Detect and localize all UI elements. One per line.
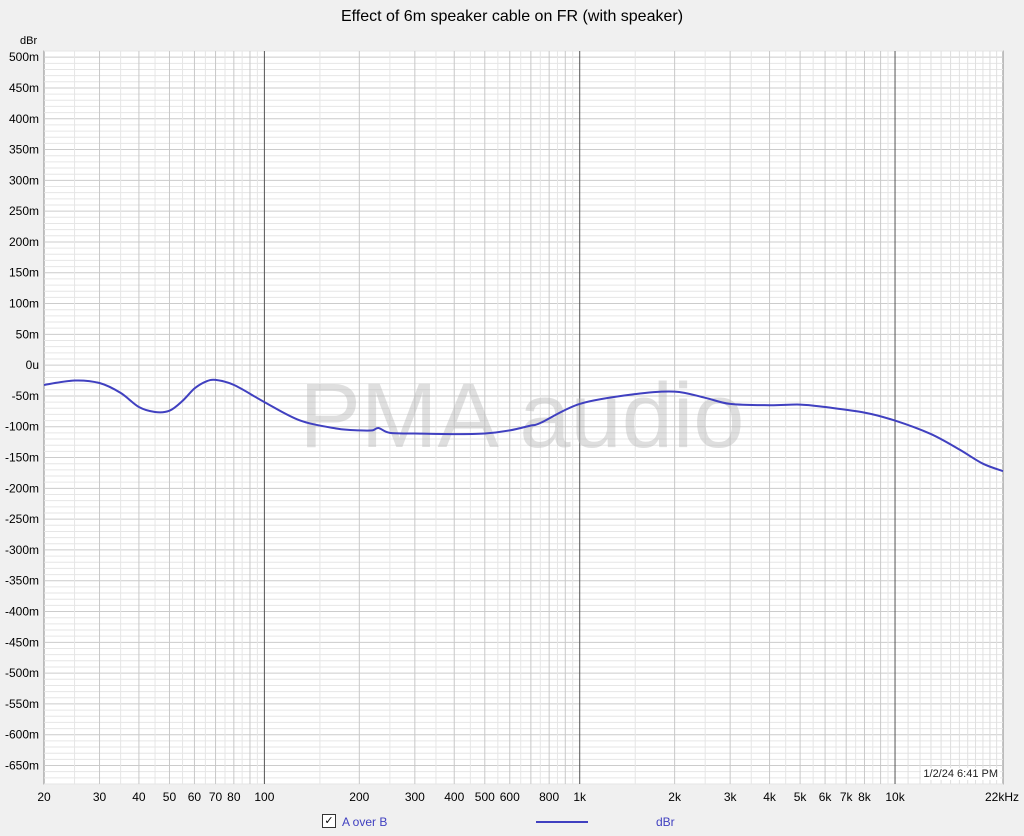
y-tick-label: -600m bbox=[5, 728, 39, 742]
x-tick-label: 10k bbox=[885, 790, 905, 804]
y-tick-label: 150m bbox=[9, 266, 39, 280]
x-tick-label: 60 bbox=[188, 790, 202, 804]
series-line-a-over-b bbox=[43, 378, 1004, 473]
x-tick-label: 30 bbox=[93, 790, 107, 804]
y-tick-label: -650m bbox=[5, 759, 39, 773]
legend-checkbox[interactable]: ✓ bbox=[322, 814, 336, 828]
y-tick-label: 0u bbox=[26, 358, 39, 372]
y-tick-label: 250m bbox=[9, 204, 39, 218]
x-tick-label: 3k bbox=[724, 790, 738, 804]
timestamp-label: 1/2/24 6:41 PM bbox=[921, 768, 1000, 780]
x-tick-label: 100 bbox=[254, 790, 274, 804]
x-tick-label: 2k bbox=[668, 790, 682, 804]
y-tick-label: -500m bbox=[5, 666, 39, 680]
y-tick-label: 200m bbox=[9, 235, 39, 249]
x-tick-label: 80 bbox=[227, 790, 241, 804]
watermark-text: PMA audio bbox=[300, 365, 745, 467]
x-tick-label: 22kHz bbox=[985, 790, 1019, 804]
y-tick-label: -350m bbox=[5, 574, 39, 588]
y-tick-label: -550m bbox=[5, 697, 39, 711]
x-tick-labels: 20 30 40 50 60 70 80 100 200 300 400 500 600 800 1k 2k 3… bbox=[37, 790, 1019, 804]
x-tick-label: 4k bbox=[763, 790, 777, 804]
x-tick-label: 70 bbox=[209, 790, 223, 804]
series-group bbox=[43, 378, 1004, 473]
grid-lines bbox=[44, 50, 1003, 785]
plot-area bbox=[43, 50, 1004, 785]
y-axis-unit-label: dBr bbox=[20, 35, 38, 47]
chart-title: Effect of 6m speaker cable on FR (with s… bbox=[340, 8, 684, 25]
y-tick-label: 100m bbox=[9, 297, 39, 311]
y-tick-label: -200m bbox=[5, 481, 39, 495]
y-tick-labels: 500m 450m 400m 350m 300m 250m 200m 150m 100m 50m 0… bbox=[5, 50, 39, 772]
x-tick-label: 20 bbox=[37, 790, 51, 804]
y-tick-label: 50m bbox=[16, 327, 39, 341]
x-tick-label: 8k bbox=[858, 790, 872, 804]
y-tick-label: -450m bbox=[5, 635, 39, 649]
y-tick-label: 350m bbox=[9, 143, 39, 157]
x-tick-label: 7k bbox=[840, 790, 854, 804]
y-tick-label: -300m bbox=[5, 543, 39, 557]
x-tick-label: 40 bbox=[132, 790, 146, 804]
x-tick-label: 500 bbox=[475, 790, 495, 804]
x-tick-label: 300 bbox=[405, 790, 425, 804]
y-tick-label: -250m bbox=[5, 512, 39, 526]
y-tick-label: 500m bbox=[9, 50, 39, 64]
y-tick-label: -100m bbox=[5, 420, 39, 434]
y-tick-label: 300m bbox=[9, 173, 39, 187]
y-tick-label: 450m bbox=[9, 81, 39, 95]
y-tick-label: 400m bbox=[9, 112, 39, 126]
y-tick-label: -400m bbox=[5, 605, 39, 619]
x-tick-label: 6k bbox=[819, 790, 833, 804]
x-tick-label: 50 bbox=[163, 790, 177, 804]
legend-unit-label: dBr bbox=[656, 815, 675, 829]
legend-line-swatch bbox=[536, 821, 588, 823]
x-tick-label: 400 bbox=[444, 790, 464, 804]
y-tick-label: -50m bbox=[12, 389, 39, 403]
x-tick-label: 5k bbox=[794, 790, 808, 804]
y-tick-label: -150m bbox=[5, 451, 39, 465]
x-tick-label: 200 bbox=[349, 790, 369, 804]
x-tick-label: 1k bbox=[573, 790, 587, 804]
x-tick-label: 600 bbox=[500, 790, 520, 804]
x-tick-label: 800 bbox=[539, 790, 559, 804]
legend-series-name: A over B bbox=[342, 815, 388, 829]
